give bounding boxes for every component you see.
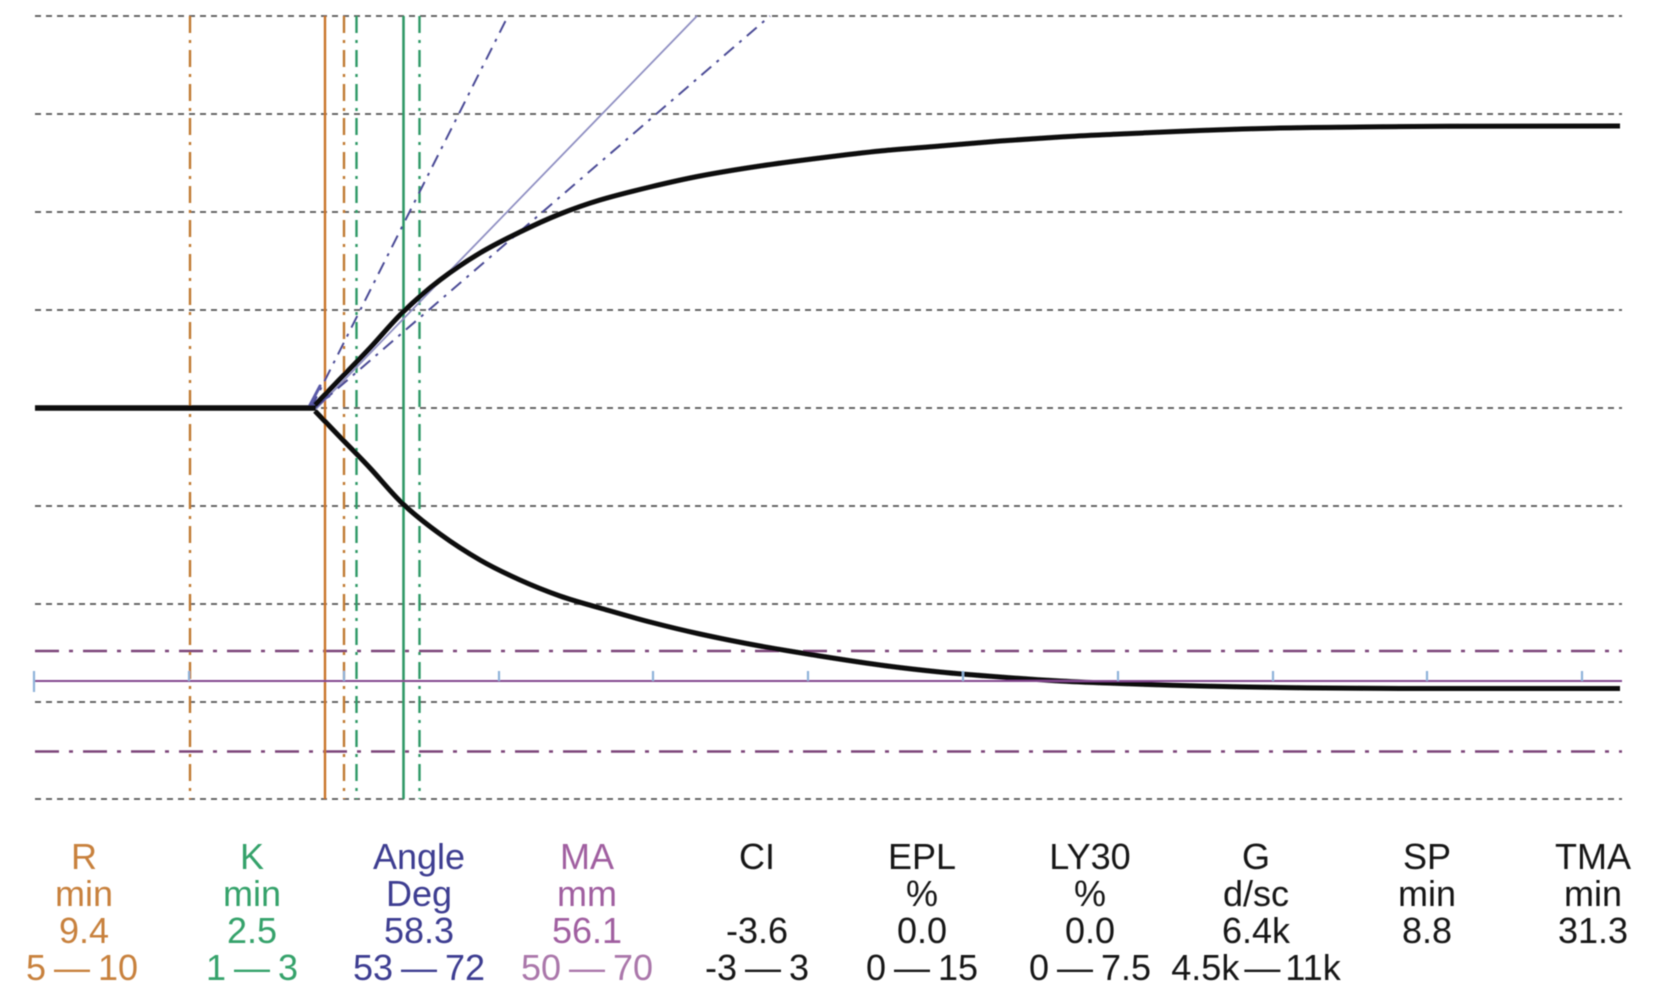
- svg-text:min: min: [1398, 873, 1456, 914]
- svg-text:0.0: 0.0: [897, 910, 947, 951]
- svg-text:-3 — 3: -3 — 3: [705, 947, 809, 988]
- svg-text:0 — 15: 0 — 15: [866, 947, 978, 988]
- svg-text:8.8: 8.8: [1402, 910, 1452, 951]
- svg-text:%: %: [1074, 873, 1106, 914]
- svg-text:0 — 7.5: 0 — 7.5: [1029, 947, 1151, 988]
- svg-text:58.3: 58.3: [384, 910, 454, 951]
- svg-text:56.1: 56.1: [552, 910, 622, 951]
- svg-text:TMA: TMA: [1555, 836, 1631, 877]
- svg-text:d/sc: d/sc: [1223, 873, 1289, 914]
- svg-text:Angle: Angle: [373, 836, 465, 877]
- svg-text:0.0: 0.0: [1065, 910, 1115, 951]
- svg-text:5 — 10: 5 — 10: [26, 947, 138, 988]
- svg-text:2.5: 2.5: [227, 910, 277, 951]
- svg-text:31.3: 31.3: [1558, 910, 1628, 951]
- svg-text:9.4: 9.4: [59, 910, 109, 951]
- svg-text:MA: MA: [560, 836, 614, 877]
- svg-text:EPL: EPL: [888, 836, 956, 877]
- svg-text:SP: SP: [1403, 836, 1451, 877]
- svg-text:LY30: LY30: [1049, 836, 1130, 877]
- svg-text:6.4k: 6.4k: [1222, 910, 1291, 951]
- svg-text:CI: CI: [739, 836, 775, 877]
- svg-text:Deg: Deg: [386, 873, 452, 914]
- svg-text:min: min: [55, 873, 113, 914]
- svg-text:1 — 3: 1 — 3: [206, 947, 298, 988]
- svg-text:G: G: [1242, 836, 1270, 877]
- svg-text:mm: mm: [557, 873, 617, 914]
- svg-text:min: min: [1564, 873, 1622, 914]
- svg-text:4.5k — 11k: 4.5k — 11k: [1171, 947, 1341, 988]
- svg-text:53 — 72: 53 — 72: [353, 947, 485, 988]
- svg-text:K: K: [240, 836, 264, 877]
- svg-text:-3.6: -3.6: [726, 910, 788, 951]
- svg-text:50 — 70: 50 — 70: [521, 947, 653, 988]
- svg-text:R: R: [71, 836, 97, 877]
- svg-text:min: min: [223, 873, 281, 914]
- svg-text:%: %: [906, 873, 938, 914]
